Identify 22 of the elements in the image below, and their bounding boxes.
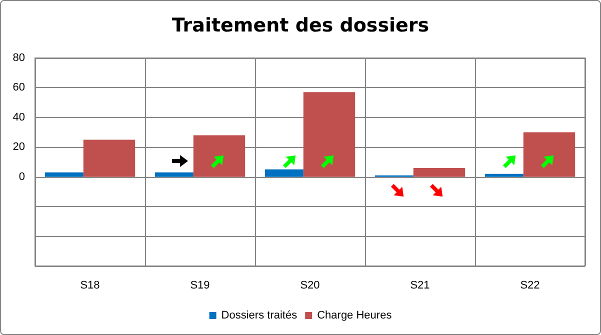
- bar: [264, 169, 304, 177]
- chart-title: Traitement des dossiers: [172, 14, 430, 36]
- y-tick-label: 60: [12, 82, 25, 94]
- x-tick-label: S19: [190, 280, 210, 292]
- bar: [303, 92, 356, 177]
- y-tick-label: 20: [12, 141, 25, 154]
- x-tick-label: S22: [520, 280, 540, 292]
- bar: [523, 132, 576, 177]
- bar: [44, 172, 84, 177]
- legend-label: Dossiers traités: [221, 310, 298, 322]
- bar: [413, 168, 466, 177]
- x-tick-label: S20: [300, 280, 320, 292]
- bar: [154, 172, 194, 177]
- y-tick-label: 0: [18, 170, 25, 183]
- bar: [484, 174, 524, 177]
- x-tick-label: S21: [410, 280, 430, 292]
- x-tick-label: S18: [80, 280, 100, 292]
- y-tick-label: 80: [12, 52, 25, 64]
- bar: [83, 140, 136, 177]
- legend-label: Charge Heures: [317, 310, 392, 322]
- bar: [193, 135, 246, 177]
- y-tick-label: 40: [12, 111, 25, 124]
